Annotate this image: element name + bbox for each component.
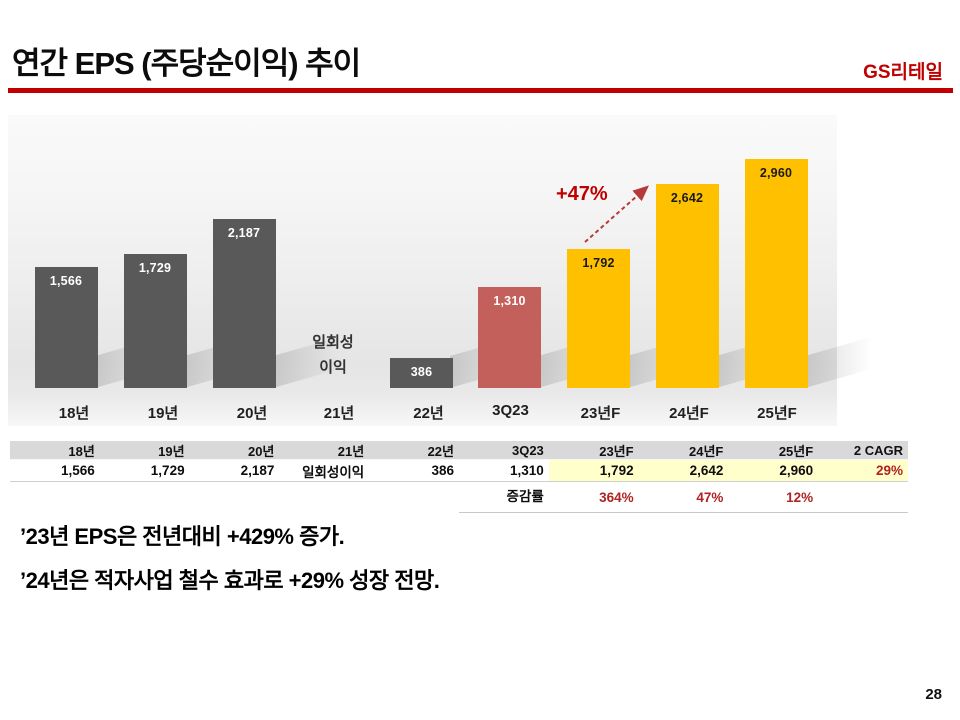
table-value-cell-5: 386 bbox=[369, 460, 459, 481]
table-header-cell-3: 20년 bbox=[247, 444, 275, 459]
growth-cell-10 bbox=[818, 482, 908, 513]
growth-cell-6: 증감률 bbox=[459, 482, 549, 513]
category-label: 22년 bbox=[413, 405, 444, 422]
table-value-row: 1,566 1,729 2,187 일회성이익 386 1,310 1,792 2,642 2,… bbox=[10, 460, 908, 482]
title-divider bbox=[8, 88, 953, 93]
summary-notes: ’23년 EPS은 전년대비 +429% 증가. ’24년은 적자사업 철수 효… bbox=[20, 522, 440, 610]
table-value-cell-7: 1,792 bbox=[548, 460, 639, 481]
bar-6 bbox=[478, 287, 541, 388]
page-number: 28 bbox=[925, 686, 942, 703]
table-header-cell-6: 3Q23 bbox=[511, 443, 544, 458]
eps-table: 18년 19년 20년 21년 22년 3Q23 23년F 24년F 25년F 2 CAGR 1,… bbox=[10, 441, 908, 513]
note-line-2: ’24년은 적자사업 철수 효과로 +29% 성장 전망. bbox=[20, 568, 440, 593]
table-header-cell-5: 22년 bbox=[427, 444, 454, 459]
table-value-cell-8: 2,642 bbox=[638, 460, 729, 481]
table-header-row: 18년 19년 20년 21년 22년 3Q23 23년F 24년F 25년F 2 CAGR bbox=[10, 441, 908, 460]
table-value-cell-10: 29% bbox=[818, 460, 908, 481]
table-value-cell-1: 1,566 bbox=[10, 460, 100, 481]
table-value-cell-4: 일회성이익 bbox=[279, 460, 370, 481]
table-header-cell-9: 25년F bbox=[778, 444, 814, 459]
brand-label: GS리테일 bbox=[863, 62, 943, 83]
table-header-cell-2: 19년 bbox=[158, 444, 185, 459]
growth-cell-9: 12% bbox=[728, 482, 819, 513]
category-label: 21년 bbox=[323, 405, 355, 422]
growth-cell-8: 47% bbox=[638, 482, 729, 513]
bar-shadow bbox=[804, 331, 891, 388]
bar-8 bbox=[655, 184, 719, 388]
table-header-cell-8: 24년F bbox=[689, 444, 724, 459]
bar-value-label: 1,566 bbox=[49, 274, 83, 288]
category-label: 19년 bbox=[147, 405, 179, 422]
growth-cell-7: 364% bbox=[548, 482, 639, 513]
category-label: 25년F bbox=[757, 405, 797, 422]
one-time-profit-note: 일회성 이익 bbox=[312, 334, 354, 376]
page-title: 연간 EPS (주당순이익) 추이 bbox=[12, 46, 361, 81]
growth-cell-3 bbox=[190, 482, 280, 513]
table-header-cell-1: 18년 bbox=[68, 444, 95, 459]
category-label: 20년 bbox=[236, 405, 268, 422]
bar-9 bbox=[744, 159, 808, 388]
eps-bar-chart: +47% 1,566 18년 1,729 19년 2,187 20년 일회성 이익 21년 386… bbox=[8, 115, 891, 426]
note-line-1: ’23년 EPS은 전년대비 +429% 증가. bbox=[20, 524, 345, 549]
growth-cell-1 bbox=[10, 482, 100, 513]
category-label: 18년 bbox=[58, 405, 90, 422]
table-header-cell-10: 2 CAGR bbox=[853, 443, 903, 458]
growth-annotation: +47% bbox=[556, 183, 608, 205]
bar-value-label: 1,729 bbox=[138, 261, 172, 275]
category-label: 3Q23 bbox=[492, 402, 529, 419]
bar-value-label: 2,187 bbox=[227, 226, 261, 240]
table-header-cell-4: 21년 bbox=[337, 444, 365, 459]
bar-value-label: 2,642 bbox=[670, 191, 704, 205]
growth-arrow-icon bbox=[584, 185, 649, 243]
category-label: 24년F bbox=[669, 405, 709, 422]
table-header-cell-7: 23년F bbox=[599, 444, 634, 459]
category-label: 23년F bbox=[580, 405, 621, 422]
bar-7 bbox=[567, 249, 630, 388]
bar-value-label: 1,792 bbox=[582, 256, 615, 270]
table-value-cell-9: 2,960 bbox=[728, 460, 819, 481]
bar-value-label: 1,310 bbox=[493, 294, 526, 308]
bar-5 bbox=[390, 358, 453, 388]
bar-value-label: 2,960 bbox=[759, 166, 793, 180]
table-value-cell-2: 1,729 bbox=[99, 460, 190, 481]
table-growth-row: 증감률 364% 47% 12% bbox=[10, 482, 908, 513]
growth-cell-2 bbox=[100, 482, 190, 513]
table-value-cell-6: 1,310 bbox=[459, 460, 549, 481]
bar-value-label: 386 bbox=[410, 365, 433, 379]
bar-3 bbox=[212, 219, 276, 388]
table-value-cell-3: 2,187 bbox=[189, 460, 280, 481]
growth-cell-4 bbox=[279, 482, 369, 513]
bar-2 bbox=[123, 254, 187, 388]
bar-1 bbox=[34, 267, 98, 388]
growth-cell-5 bbox=[369, 482, 459, 513]
